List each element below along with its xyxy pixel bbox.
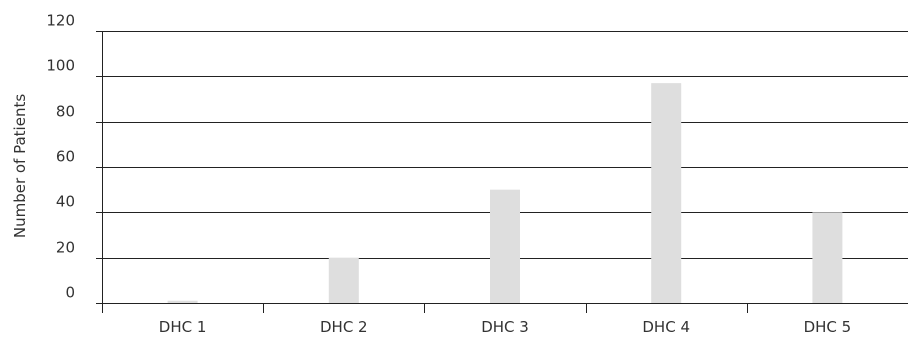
y-tick-label: 100 xyxy=(46,57,75,75)
x-tick-label: DHC 5 xyxy=(804,318,852,336)
y-tick-label: 80 xyxy=(56,103,75,121)
bar xyxy=(812,212,843,303)
bar xyxy=(328,257,359,303)
y-tick-label: 60 xyxy=(56,148,75,166)
y-tick-labels: 0 20 40 60 80 100 120 xyxy=(46,12,75,302)
y-tick-label: 0 xyxy=(65,284,75,302)
axes xyxy=(96,31,908,313)
y-tick-label: 120 xyxy=(46,12,75,30)
bar xyxy=(651,83,682,303)
gridlines xyxy=(102,31,908,259)
y-tick-label: 40 xyxy=(56,193,75,211)
bars xyxy=(167,83,843,303)
x-tick-label: DHC 3 xyxy=(481,318,529,336)
y-axis-title: Number of Patients xyxy=(11,94,29,238)
bar xyxy=(167,300,198,303)
y-tick-label: 20 xyxy=(56,239,75,257)
x-tick-label: DHC 2 xyxy=(320,318,368,336)
x-tick-label: DHC 4 xyxy=(642,318,690,336)
bar xyxy=(490,189,520,303)
x-tick-labels: DHC 1 DHC 2 DHC 3 DHC 4 DHC 5 xyxy=(159,318,851,336)
x-tick-label: DHC 1 xyxy=(159,318,207,336)
